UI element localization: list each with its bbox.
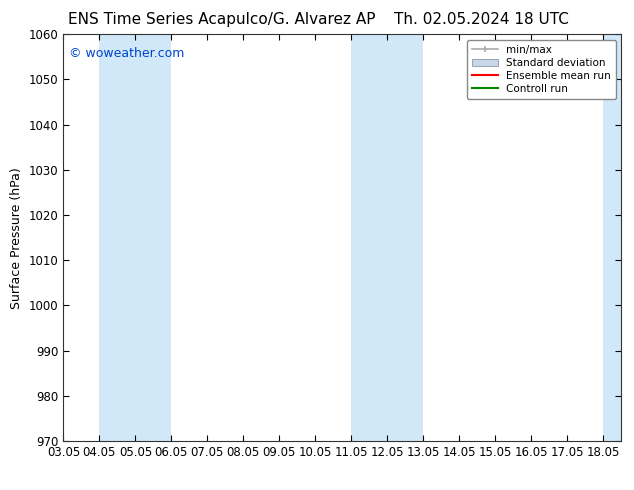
Text: Th. 02.05.2024 18 UTC: Th. 02.05.2024 18 UTC <box>394 12 569 27</box>
Legend: min/max, Standard deviation, Ensemble mean run, Controll run: min/max, Standard deviation, Ensemble me… <box>467 40 616 99</box>
Y-axis label: Surface Pressure (hPa): Surface Pressure (hPa) <box>10 167 23 309</box>
Text: © woweather.com: © woweather.com <box>69 47 184 59</box>
Bar <box>100 34 171 441</box>
Bar <box>604 34 621 441</box>
Text: ENS Time Series Acapulco/G. Alvarez AP: ENS Time Series Acapulco/G. Alvarez AP <box>68 12 376 27</box>
Bar <box>351 34 424 441</box>
